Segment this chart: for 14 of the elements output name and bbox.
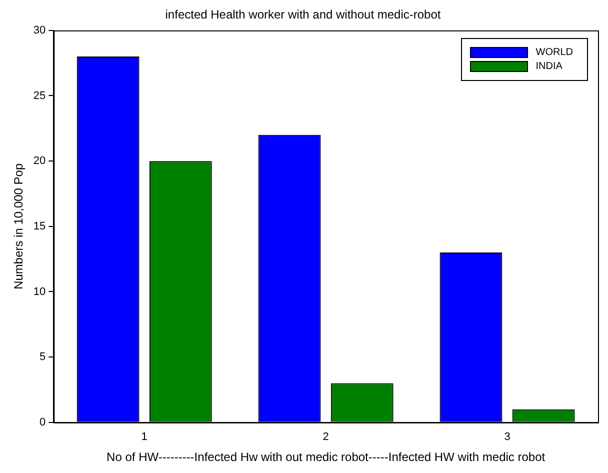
y-tick-label: 5 [40, 351, 46, 364]
y-tick-label: 30 [33, 24, 46, 36]
y-tick-label: 10 [33, 286, 46, 298]
x-tick-label: 3 [504, 431, 510, 444]
y-tick-label: 25 [33, 90, 46, 102]
x-tick-label: 1 [141, 431, 148, 444]
y-tick-label: 15 [33, 220, 46, 232]
x-tick-label: 2 [322, 431, 329, 444]
x-axis-title: No of HW---------Infected Hw with out medic robot-----Infected HW with medic robot [106, 450, 546, 464]
y-tick-label: 20 [33, 155, 46, 168]
legend: WORLD INDIA [460, 38, 588, 82]
chart-title: infected Health worker with and without medic-robot [165, 8, 442, 22]
y-tick-label: 0 [40, 416, 46, 428]
y-axis-title: Numbers in 10,000 Pop [12, 163, 26, 290]
